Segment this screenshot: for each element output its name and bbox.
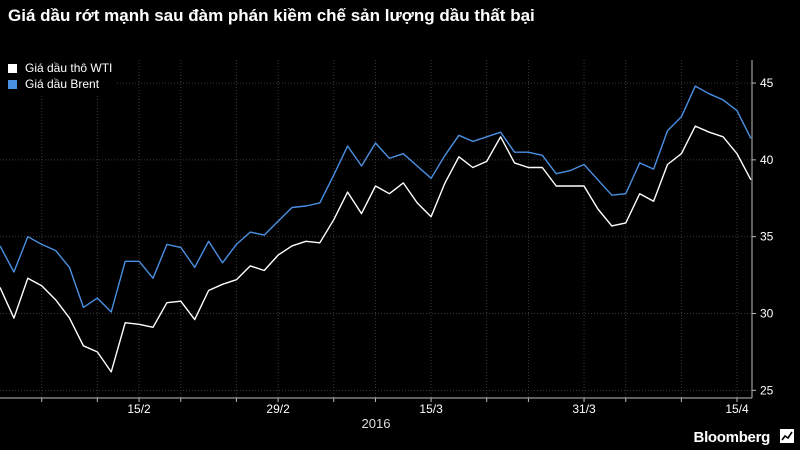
x-tick-label-4: 15/4 — [725, 402, 749, 416]
y-tick-label-0: 25 — [760, 383, 774, 397]
series-line-wti — [0, 125, 752, 373]
legend-item-brent: Giá dầu Brent — [8, 76, 112, 92]
y-tick-labels: 25 30 35 40 45 — [752, 76, 774, 397]
y-tick-label-3: 40 — [760, 153, 774, 167]
legend-label-brent: Giá dầu Brent — [25, 77, 100, 91]
x-tick-labels: 15/2 29/2 15/3 31/3 15/4 — [127, 402, 749, 416]
y-tick-label-2: 35 — [760, 230, 774, 244]
source-logo: Bloomberg — [693, 429, 771, 446]
x-tick-label-1: 29/2 — [266, 402, 290, 416]
y-tick-label-4: 45 — [760, 76, 774, 90]
legend-swatch-brent — [8, 79, 17, 89]
legend-item-wti: Giá dầu thô WTI — [8, 60, 112, 76]
x-axis-label: 2016 — [362, 416, 391, 431]
legend-label-wti: Giá dầu thô WTI — [25, 61, 113, 75]
x-tick-label-0: 15/2 — [127, 402, 151, 416]
x-tick-label-3: 31/3 — [572, 402, 596, 416]
series-line-brent — [0, 85, 752, 313]
series-lines — [0, 85, 752, 373]
legend: Giá dầu thô WTI Giá dầu Brent — [0, 60, 117, 96]
y-tick-label-1: 30 — [760, 307, 774, 321]
gridlines — [0, 60, 752, 402]
bloomberg-chart-icon — [780, 429, 794, 443]
chart-title: Giá dầu rớt mạnh sau đàm phán kiềm chế s… — [8, 6, 535, 25]
x-tick-label-2: 15/3 — [419, 402, 443, 416]
legend-swatch-wti — [8, 63, 17, 73]
